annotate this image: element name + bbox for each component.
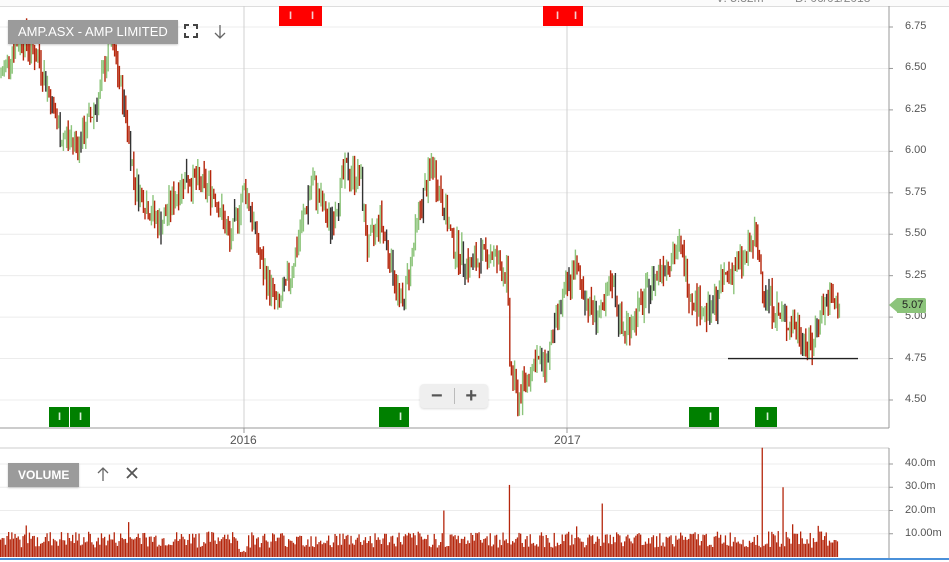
marker-tick: I: [311, 10, 315, 22]
close-icon[interactable]: [126, 467, 138, 483]
announcement-marker[interactable]: I: [49, 407, 69, 427]
announcement-marker[interactable]: I: [379, 407, 409, 427]
volume-tick-label: 10.00m: [905, 526, 942, 539]
announcement-marker[interactable]: I: [689, 407, 719, 427]
price-tick-label: 6.00: [905, 144, 927, 157]
marker-tick: I: [58, 411, 62, 423]
zoom-control: − +: [420, 384, 488, 408]
volume-tick-label: 20.0m: [905, 503, 936, 516]
zoom-in-button[interactable]: +: [465, 385, 478, 407]
download-arrow-down-icon[interactable]: [213, 24, 227, 44]
price-tick-label: 6.75: [905, 20, 927, 32]
announcement-marker[interactable]: I: [70, 407, 90, 427]
price-tick-label: 5.75: [905, 185, 927, 198]
last-price-badge: 5.07: [888, 298, 927, 313]
marker-tick: I: [556, 10, 560, 22]
price-tick-label: 4.75: [905, 351, 927, 364]
price-tick-label: 5.50: [905, 227, 927, 240]
zoom-separator: [453, 388, 455, 404]
marker-tick: I: [289, 10, 293, 22]
fullscreen-icon[interactable]: [184, 24, 198, 42]
price-panel-title: AMP.ASX - AMP LIMITED: [8, 20, 178, 44]
move-up-arrow-icon[interactable]: [96, 466, 110, 486]
top-info-strip: V: 5.32m D: 06/01/2018: [0, 0, 949, 7]
date-readout: D: 06/01/2018: [795, 0, 870, 5]
x-tick-2017: 2017: [554, 433, 581, 447]
price-tick-label: 6.25: [905, 102, 927, 115]
marker-tick: I: [766, 411, 770, 423]
marker-tick: I: [574, 10, 578, 22]
price-tick-label: 6.50: [905, 61, 927, 74]
announcement-marker[interactable]: I: [755, 407, 777, 427]
marker-tick: I: [399, 411, 403, 423]
x-tick-2016: 2016: [230, 433, 257, 447]
volume-tick-label: 30.0m: [905, 480, 936, 493]
marker-tick: I: [79, 411, 83, 423]
price-tick-label: 4.50: [905, 393, 927, 405]
price-tick-label: 5.25: [905, 268, 927, 281]
marker-tick: I: [709, 411, 713, 423]
volume-panel-title: VOLUME: [8, 463, 80, 487]
price-tick-label: 5.00: [905, 310, 927, 323]
volume-readout: V: 5.32m: [716, 0, 764, 5]
volume-tick-label: 40.0m: [905, 457, 936, 469]
zoom-out-button[interactable]: −: [430, 385, 443, 407]
